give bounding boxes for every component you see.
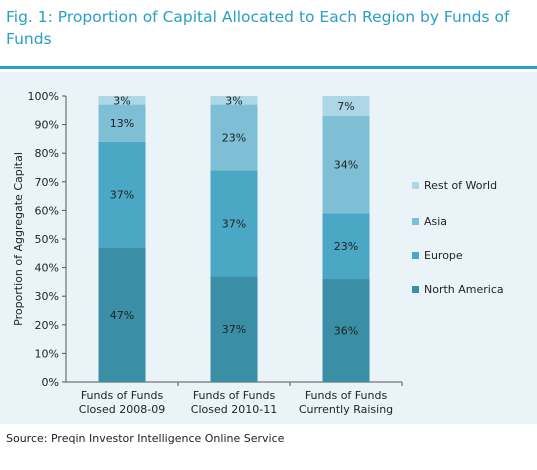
data-label: 37%: [222, 323, 246, 336]
bar-segment: [98, 247, 146, 382]
bar-segment: [322, 279, 370, 382]
data-label: 7%: [337, 100, 354, 113]
data-label: 3%: [225, 94, 242, 107]
bar-segment: [322, 116, 370, 214]
bar-segment: [98, 96, 146, 105]
data-label: 13%: [110, 117, 134, 130]
y-tick-label: 20%: [35, 319, 59, 332]
chart-title: Fig. 1: Proportion of Capital Allocated …: [6, 8, 510, 48]
legend-label: Asia: [424, 215, 447, 228]
data-label: 47%: [110, 309, 134, 322]
y-tick-label: 100%: [28, 90, 59, 103]
bar-segment: [322, 213, 370, 280]
y-tick-label: 0%: [42, 376, 59, 389]
x-tick-label: Currently Raising: [299, 403, 393, 416]
bar-segment: [210, 104, 258, 171]
x-tick-label: Funds of Funds: [193, 389, 276, 402]
y-tick-label: 30%: [35, 290, 59, 303]
bar-segment: [210, 276, 258, 382]
y-tick-label: 10%: [35, 347, 59, 360]
source-note: Source: Preqin Investor Intelligence Onl…: [6, 432, 285, 445]
y-tick-label: 80%: [35, 147, 59, 160]
data-label: 23%: [222, 131, 246, 144]
legend-label: North America: [424, 283, 504, 296]
data-label: 36%: [334, 325, 358, 338]
legend-label: Europe: [424, 249, 463, 262]
bar-segment: [210, 96, 258, 105]
bar-segment: [98, 141, 146, 248]
y-tick-label: 40%: [35, 262, 59, 275]
y-tick-label: 70%: [35, 176, 59, 189]
data-label: 23%: [334, 240, 358, 253]
bar-segment: [98, 104, 146, 142]
x-tick-label: Closed 2010-11: [191, 403, 277, 416]
data-label: 3%: [113, 94, 130, 107]
y-tick-label: 50%: [35, 233, 59, 246]
y-axis-title: Proportion of Aggregate Capital: [12, 152, 25, 326]
data-label: 34%: [334, 159, 358, 172]
chart-panel: 0% 10% 20% 30% 40% 50% 60% 70% 80% 90% 100% Proport…: [0, 72, 537, 424]
legend-label: Rest of World: [424, 179, 497, 192]
legend-swatch: [412, 182, 419, 189]
legend-swatch: [412, 252, 419, 259]
legend-swatch: [412, 218, 419, 225]
legend-swatch: [412, 286, 419, 293]
bar-segment: [210, 170, 258, 277]
data-label: 37%: [222, 217, 246, 230]
title-divider: [0, 66, 537, 69]
x-tick-label: Funds of Funds: [305, 389, 388, 402]
data-label: 37%: [110, 189, 134, 202]
x-tick-label: Funds of Funds: [81, 389, 164, 402]
y-tick-label: 90%: [35, 119, 59, 132]
x-tick-label: Closed 2008-09: [79, 403, 165, 416]
stacked-bar-chart: 0% 10% 20% 30% 40% 50% 60% 70% 80% 90% 100% Proport…: [12, 90, 504, 416]
y-tick-label: 60%: [35, 204, 59, 217]
bar-segment: [322, 96, 370, 117]
